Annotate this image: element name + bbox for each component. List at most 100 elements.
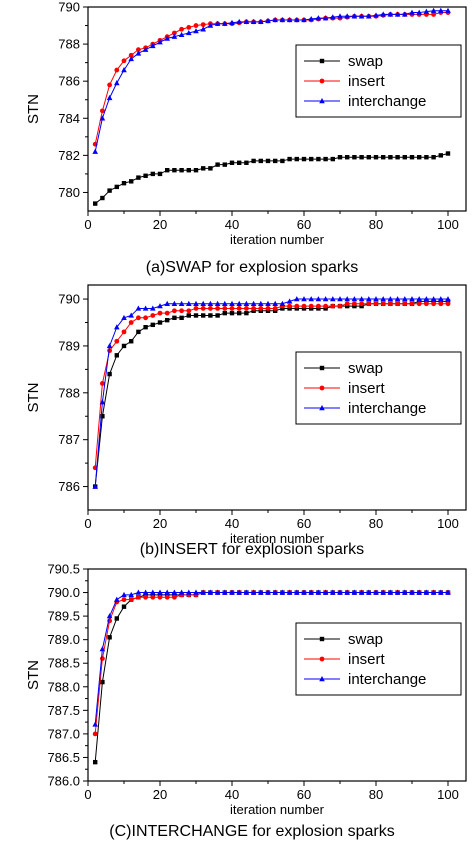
data-point-interchange <box>301 16 307 23</box>
data-point-interchange <box>337 13 343 19</box>
x-axis-label: iteration number <box>230 232 325 247</box>
y-tick-label: 787 <box>58 432 80 447</box>
data-point-interchange <box>243 18 250 25</box>
data-point-insert <box>344 301 350 307</box>
data-point-swap <box>265 158 271 164</box>
series-line-swap <box>94 153 449 204</box>
data-point-interchange <box>229 589 235 595</box>
data-point-swap <box>309 156 314 162</box>
data-point-swap <box>409 155 415 160</box>
data-point-interchange <box>445 296 451 302</box>
data-point-interchange <box>99 115 106 121</box>
data-point-interchange <box>193 28 199 34</box>
data-point-swap <box>352 155 357 160</box>
data-point-insert <box>294 303 300 309</box>
data-point-swap <box>208 166 213 171</box>
data-point-swap <box>244 160 249 165</box>
series-insert <box>92 301 451 471</box>
data-point-insert <box>200 306 206 311</box>
data-point-interchange <box>207 300 214 306</box>
data-point-interchange <box>150 42 156 49</box>
y-tick-label: 787.0 <box>47 726 80 741</box>
data-point-swap <box>143 173 148 178</box>
data-point-interchange <box>445 7 451 13</box>
data-point-interchange <box>308 296 314 302</box>
data-point-interchange <box>416 296 422 302</box>
y-axis-label: STN <box>25 660 42 690</box>
legend: swap insert interchange <box>295 351 462 425</box>
data-point-swap <box>431 155 436 160</box>
data-point-insert <box>150 313 156 318</box>
data-point-interchange <box>150 305 156 311</box>
data-point-interchange <box>380 589 386 595</box>
y-tick-label: 782 <box>58 148 80 163</box>
data-point-swap <box>201 313 206 318</box>
legend-label-swap: swap <box>348 631 383 648</box>
data-point-swap <box>251 158 256 164</box>
x-tick-label: 20 <box>153 787 167 802</box>
data-point-interchange <box>308 16 314 22</box>
data-point-interchange <box>171 300 178 306</box>
series-interchange <box>92 589 451 727</box>
data-point-insert <box>186 25 192 30</box>
data-point-interchange <box>157 39 163 45</box>
data-point-insert <box>114 67 120 73</box>
data-point-interchange <box>207 589 214 595</box>
y-tick-label: 788 <box>58 37 80 52</box>
data-point-swap <box>100 414 105 419</box>
data-point-insert <box>172 308 177 314</box>
data-point-interchange <box>430 7 437 13</box>
data-point-swap <box>172 315 177 321</box>
x-tick-label: 0 <box>84 516 91 531</box>
data-point-swap <box>402 155 407 160</box>
data-point-swap <box>316 156 321 162</box>
data-point-swap <box>100 679 105 685</box>
data-point-interchange <box>351 589 358 595</box>
data-point-insert <box>128 320 134 325</box>
data-point-interchange <box>344 296 350 302</box>
data-point-insert <box>402 301 408 307</box>
y-axis-label: STN <box>25 94 42 124</box>
data-point-interchange <box>164 35 170 41</box>
data-point-insert <box>395 301 400 307</box>
data-point-interchange <box>214 589 221 595</box>
data-point-insert <box>92 731 98 737</box>
data-point-insert <box>136 315 141 321</box>
data-point-interchange <box>164 300 170 306</box>
data-point-swap <box>100 195 105 201</box>
data-point-insert <box>164 310 170 316</box>
data-point-interchange <box>387 589 394 595</box>
data-point-insert <box>128 597 134 603</box>
x-tick-label: 80 <box>369 787 383 802</box>
data-point-interchange <box>258 589 264 595</box>
data-point-interchange <box>294 16 300 23</box>
data-point-interchange <box>301 296 307 302</box>
data-point-swap <box>150 171 155 177</box>
data-point-interchange <box>337 589 343 595</box>
data-point-interchange <box>294 296 300 302</box>
data-point-insert <box>416 301 422 307</box>
data-point-interchange <box>366 13 372 19</box>
y-tick-label: 788.0 <box>47 679 80 694</box>
data-point-interchange <box>121 314 127 321</box>
data-point-interchange <box>373 12 379 18</box>
data-point-interchange <box>171 33 178 39</box>
data-point-interchange <box>135 50 142 56</box>
data-point-interchange <box>394 296 401 302</box>
data-point-insert <box>193 23 199 28</box>
data-point-swap <box>93 759 98 765</box>
data-point-interchange <box>106 342 113 349</box>
data-point-insert <box>388 301 393 307</box>
data-point-interchange <box>286 589 293 595</box>
data-point-swap <box>222 162 227 167</box>
data-point-swap <box>201 166 206 171</box>
data-point-swap <box>114 184 119 190</box>
data-point-insert <box>229 306 235 311</box>
x-tick-label: 40 <box>225 787 239 802</box>
data-point-swap <box>121 180 127 186</box>
data-point-interchange <box>445 589 451 595</box>
legend-label-interchange: interchange <box>348 93 426 110</box>
data-point-swap <box>179 315 184 321</box>
data-point-interchange <box>358 296 365 302</box>
legend-label-swap: swap <box>348 53 383 70</box>
